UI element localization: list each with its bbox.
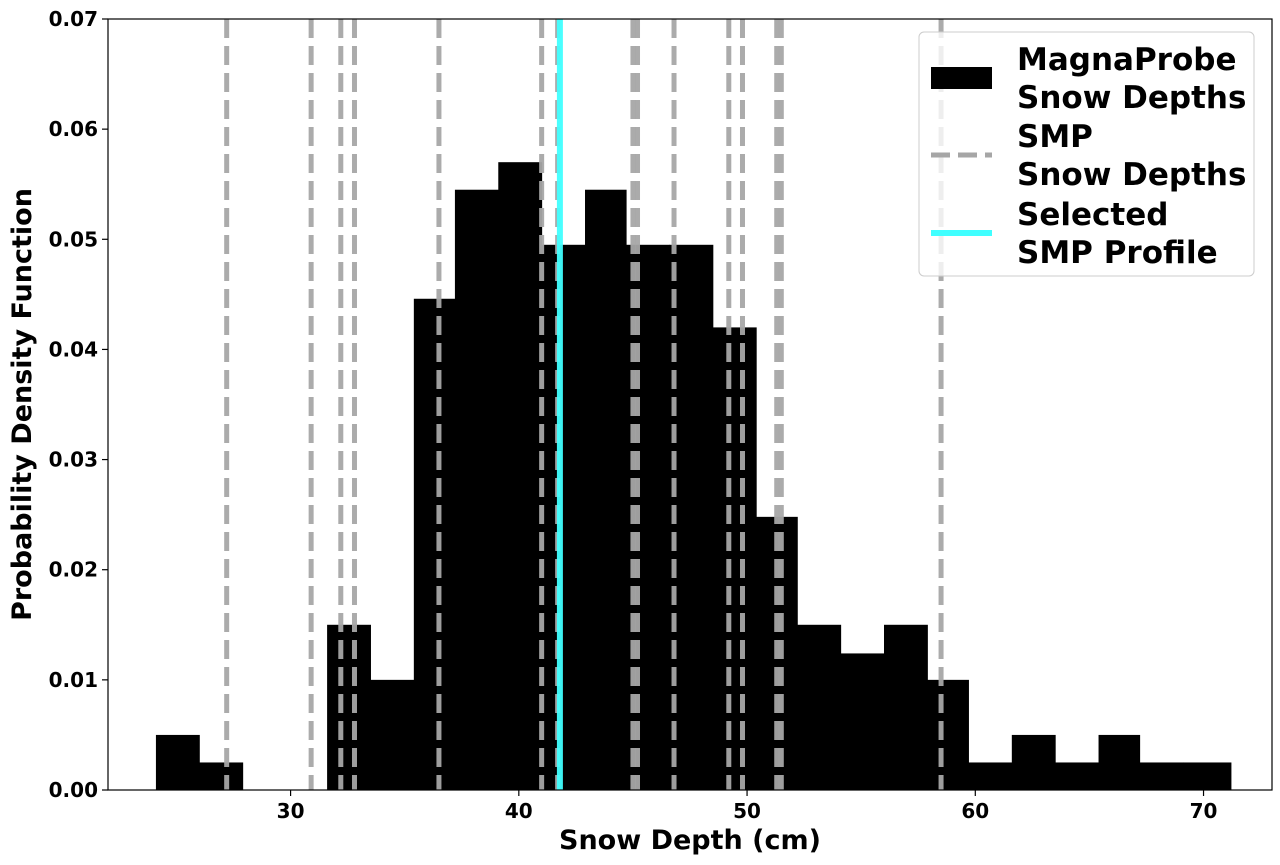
histogram-bar [840,653,885,790]
histogram-bar [1011,734,1056,790]
histogram-bar [1182,762,1232,790]
legend-box [918,31,1255,277]
histogram-bar [1139,762,1184,790]
y-tick-label: 0.07 [49,7,98,31]
y-tick-label: 0.00 [49,778,98,802]
histogram-bar [884,624,928,790]
legend-swatch [931,67,992,89]
legend-entry-selected: Selected SMP Profile [931,197,1218,271]
plot-frame [107,18,1273,791]
histogram-bar [498,162,543,790]
histogram-bar [927,679,969,790]
histogram-bar [454,189,499,790]
histogram-bar [199,762,244,790]
histogram-bar [327,624,371,790]
histogram-bar [413,298,456,790]
y-tick-label: 0.06 [49,117,98,141]
histogram-bar [541,244,586,791]
histogram-bars [155,162,1232,791]
histogram-bar [155,734,200,790]
legend-label: SMP Snow Depths [1017,119,1246,193]
histogram-bar [585,189,627,790]
y-axis-label: Probability Density Function [7,188,38,621]
histogram-bar [797,624,842,790]
x-tick-label: 50 [733,799,761,823]
histogram-bar [712,327,757,790]
y-axis-ticks: 0.00 0.01 0.02 0.03 0.04 0.05 0.06 0.07 [49,7,108,802]
x-tick-label: 30 [277,799,305,823]
x-axis-ticks: 30 40 50 60 70 [277,790,1218,823]
y-tick-label: 0.03 [49,448,98,472]
legend-label: MagnaProbe Snow Depths [1017,42,1246,116]
x-tick-label: 60 [961,799,989,823]
legend-entry-smp: SMP Snow Depths [931,119,1246,193]
y-tick-label: 0.02 [49,558,98,582]
x-tick-label: 70 [1190,799,1218,823]
y-tick-label: 0.05 [49,227,98,251]
histogram-bar [1055,762,1100,790]
x-tick-label: 40 [505,799,533,823]
histogram-bar [968,762,1013,790]
y-tick-label: 0.04 [49,337,98,361]
legend-entry-magnaprobe: MagnaProbe Snow Depths [931,42,1246,116]
legend-label: Selected SMP Profile [1017,197,1218,271]
histogram-bar [669,244,714,791]
histogram-bar [1098,734,1141,790]
histogram-bar [370,679,415,790]
x-axis-label: Snow Depth (cm) [559,825,821,856]
y-tick-label: 0.01 [49,668,98,692]
